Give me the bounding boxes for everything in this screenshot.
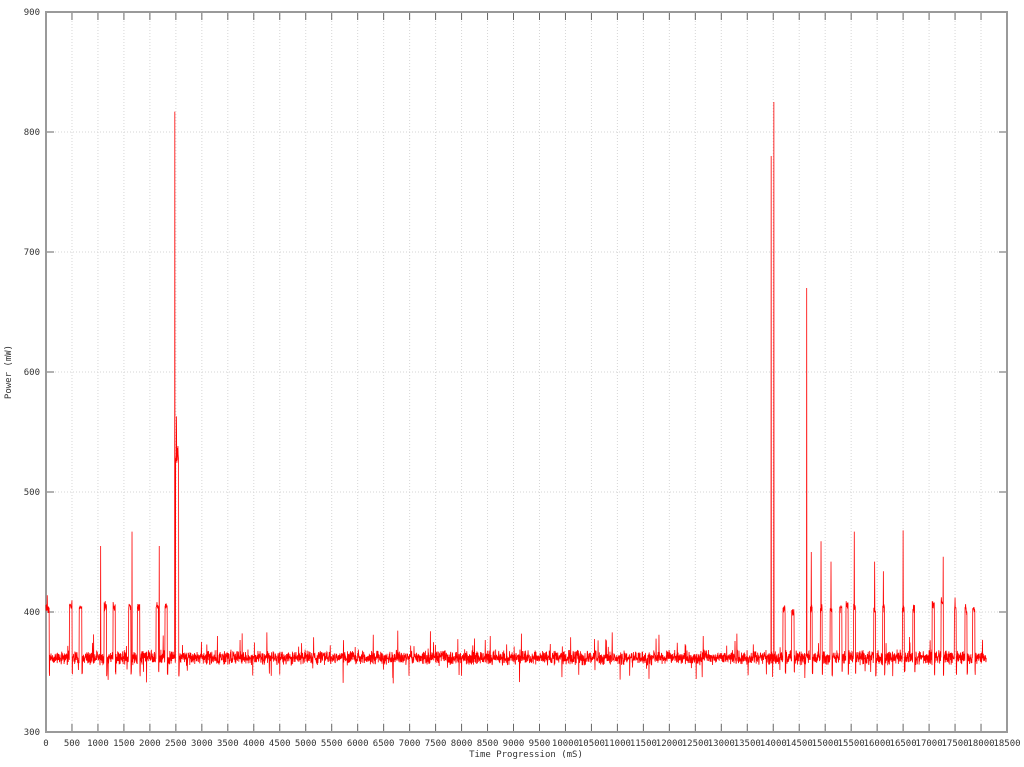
x-tick-label: 18500 <box>993 739 1020 749</box>
y-tick-labels: 300 400 500 600 700 800 900 <box>24 8 40 738</box>
x-tick-label: 16500 <box>890 739 917 749</box>
x-tick-label: 1000 <box>87 739 109 749</box>
x-tick-label: 12500 <box>682 739 709 749</box>
y-tick-label: 900 <box>24 8 40 18</box>
x-axis-title: Time Progression (mS) <box>469 750 583 760</box>
x-tick-label: 15000 <box>812 739 839 749</box>
y-gridlines <box>46 131 1007 613</box>
x-tick-label: 0 <box>43 739 48 749</box>
plot-border <box>45 11 1008 733</box>
x-tick-label: 10000 <box>552 739 579 749</box>
y-axis-title: Power (mW) <box>4 344 14 400</box>
x-tick-label: 11500 <box>630 739 657 749</box>
x-tick-label: 5500 <box>321 739 343 749</box>
x-tick-label: 5000 <box>295 739 317 749</box>
x-tick-label: 18000 <box>967 739 994 749</box>
x-tick-label: 12000 <box>656 739 683 749</box>
y-tick-label: 500 <box>24 488 40 498</box>
y-tick-label: 300 <box>24 728 40 738</box>
x-tick-label: 17000 <box>916 739 943 749</box>
x-tick-label: 3500 <box>217 739 239 749</box>
x-tick-label: 17500 <box>942 739 969 749</box>
x-tick-label: 11000 <box>604 739 631 749</box>
x-tick-label: 500 <box>64 739 80 749</box>
x-tick-labels: 0 500 1000 1500 2000 2500 3000 3500 4000 4500 5000… <box>43 739 1020 749</box>
x-tick-label: 8500 <box>477 739 499 749</box>
y-tick-label: 800 <box>24 128 40 138</box>
x-tick-label: 14000 <box>760 739 787 749</box>
x-tick-label: 7500 <box>425 739 447 749</box>
y-tick-label: 700 <box>24 248 40 258</box>
y-tick-label: 400 <box>24 608 40 618</box>
x-tick-label: 7000 <box>399 739 421 749</box>
x-tick-label: 4500 <box>269 739 291 749</box>
x-tick-label: 16000 <box>864 739 891 749</box>
y-tick-label: 600 <box>24 368 40 378</box>
x-tick-label: 3000 <box>191 739 213 749</box>
x-tick-label: 1500 <box>113 739 135 749</box>
x-tick-label: 10500 <box>578 739 605 749</box>
x-tick-label: 2500 <box>165 739 187 749</box>
x-tick-label: 6000 <box>347 739 369 749</box>
x-tick-label: 15500 <box>838 739 865 749</box>
x-tick-label: 13500 <box>734 739 761 749</box>
x-tick-label: 4000 <box>243 739 265 749</box>
x-tick-label: 8000 <box>451 739 473 749</box>
x-tick-label: 9000 <box>503 739 525 749</box>
power-series-line <box>45 101 987 684</box>
x-tick-label: 2000 <box>139 739 161 749</box>
x-tick-label: 9500 <box>529 739 551 749</box>
x-tick-label: 14500 <box>786 739 813 749</box>
x-tick-label: 13000 <box>708 739 735 749</box>
x-tick-label: 6500 <box>373 739 395 749</box>
